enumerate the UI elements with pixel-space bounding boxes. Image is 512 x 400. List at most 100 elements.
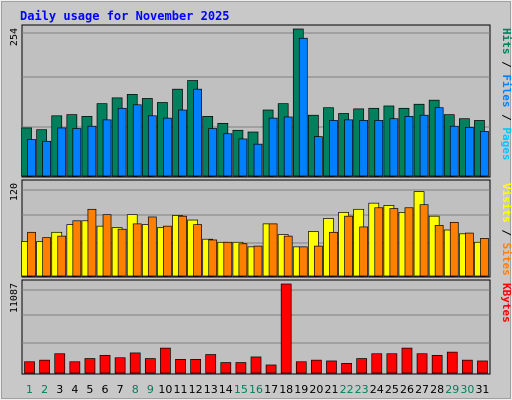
y-max-label: 254: [9, 28, 20, 46]
bar-sites-day-15: [238, 243, 248, 277]
legend-separator: /: [500, 223, 512, 243]
x-tick-label-day-22: 22: [340, 383, 354, 396]
bar-sites-day-21: [329, 231, 338, 277]
bar-files-day-3: [57, 127, 67, 177]
bar-sites-day-19: [298, 246, 308, 277]
bar-files-day-19: [298, 37, 308, 177]
bar-files-day-6: [102, 119, 112, 177]
bar-kbytes-day-12: [190, 359, 201, 374]
bar-files-day-9: [147, 115, 157, 177]
bar-kbytes-day-16: [250, 356, 262, 374]
bar-kbytes-day-30: [462, 359, 473, 374]
bar-sites-day-10: [163, 225, 172, 277]
legend-panel-1: Hits / Files / Pages: [500, 28, 512, 161]
bar-sites-day-25: [389, 208, 399, 277]
bar-kbytes-day-9: [144, 358, 156, 374]
bar-kbytes-day-10: [160, 347, 171, 374]
bar-files-day-31: [480, 131, 489, 177]
x-tick-label-day-16: 16: [249, 383, 263, 396]
bar-files-day-27: [419, 114, 429, 177]
bar-kbytes-day-11: [175, 359, 186, 374]
bar-kbytes-day-28: [431, 354, 443, 374]
x-tick-label-day-2: 2: [41, 383, 48, 396]
bar-kbytes-day-5: [84, 358, 96, 374]
bar-files-day-2: [42, 140, 51, 177]
bar-sites-day-4: [72, 220, 82, 277]
x-tick-label-day-25: 25: [385, 383, 399, 396]
bar-kbytes-day-20: [311, 359, 322, 374]
bar-kbytes-day-6: [99, 354, 111, 374]
x-tick-label-day-19: 19: [294, 383, 308, 396]
bar-kbytes-day-27: [416, 353, 428, 374]
bar-sites-day-1: [27, 231, 36, 277]
bar-files-day-11: [178, 109, 187, 177]
x-tick-label-day-4: 4: [71, 383, 78, 396]
legend-separator: /: [500, 108, 512, 128]
bar-files-day-15: [238, 138, 248, 177]
bar-files-day-5: [87, 125, 97, 177]
bar-files-day-25: [389, 118, 399, 177]
bar-sites-day-2: [42, 237, 51, 277]
bar-files-day-30: [465, 127, 474, 177]
bar-sites-day-3: [57, 235, 67, 277]
bar-kbytes-day-23: [356, 358, 368, 374]
bar-sites-day-13: [208, 239, 218, 277]
bar-sites-day-9: [147, 216, 157, 277]
bar-kbytes-day-4: [69, 361, 81, 374]
bar-kbytes-day-29: [446, 351, 458, 374]
bar-files-day-8: [132, 104, 142, 177]
bar-files-day-10: [163, 117, 172, 177]
legend-visits: Visits: [500, 183, 512, 223]
bar-files-day-12: [193, 88, 202, 177]
y-max-label: 120: [9, 183, 20, 201]
y-max-label: 11087: [9, 283, 20, 313]
bar-kbytes-day-21: [326, 360, 337, 374]
bar-sites-day-23: [359, 226, 369, 277]
x-tick-label-day-23: 23: [355, 383, 369, 396]
bar-kbytes-day-31: [477, 360, 488, 374]
bar-sites-day-20: [314, 245, 323, 277]
bar-kbytes-day-7: [114, 357, 126, 374]
x-tick-label-day-3: 3: [56, 383, 63, 396]
bar-files-day-26: [404, 116, 414, 177]
x-tick-label-day-14: 14: [219, 383, 233, 396]
x-tick-label-day-6: 6: [102, 383, 109, 396]
x-tick-label-day-1: 1: [26, 383, 33, 396]
x-tick-label-day-31: 31: [475, 383, 489, 396]
x-tick-label-day-24: 24: [370, 383, 384, 396]
legend-panel-2: Visits / Sites: [500, 183, 512, 276]
bar-sites-day-27: [419, 204, 429, 277]
bar-kbytes-day-2: [39, 359, 50, 374]
bar-kbytes-day-25: [386, 353, 398, 374]
legend-separator: /: [500, 55, 512, 75]
bar-files-day-28: [434, 107, 444, 177]
bar-sites-day-12: [193, 224, 202, 277]
x-tick-label-day-27: 27: [415, 383, 429, 396]
legend-panel-3: KBytes: [500, 283, 512, 323]
x-tick-label-day-17: 17: [264, 383, 278, 396]
x-tick-label-day-26: 26: [400, 383, 414, 396]
bar-sites-day-11: [178, 215, 187, 277]
bar-kbytes-day-13: [205, 354, 217, 374]
bar-kbytes-day-14: [220, 362, 232, 374]
x-tick-label-day-21: 21: [324, 383, 338, 396]
x-tick-label-day-9: 9: [147, 383, 154, 396]
x-tick-label-day-30: 30: [460, 383, 474, 396]
bar-files-day-20: [314, 136, 323, 177]
bar-sites-day-22: [344, 215, 353, 277]
bar-sites-day-28: [434, 225, 444, 277]
bar-sites-day-8: [132, 223, 142, 277]
legend-hits: Hits: [500, 28, 512, 55]
x-tick-label-day-12: 12: [189, 383, 203, 396]
bar-sites-day-29: [449, 221, 459, 277]
bar-files-day-22: [344, 119, 353, 177]
bar-files-day-13: [208, 128, 218, 177]
bar-kbytes-day-22: [341, 363, 352, 374]
legend-files: Files: [500, 74, 512, 107]
x-tick-label-day-29: 29: [445, 383, 459, 396]
bar-files-day-7: [117, 107, 127, 177]
legend-sites: Sites: [500, 243, 512, 276]
x-tick-label-day-10: 10: [158, 383, 172, 396]
x-tick-label-day-28: 28: [430, 383, 444, 396]
legend-kbytes: KBytes: [500, 283, 512, 323]
